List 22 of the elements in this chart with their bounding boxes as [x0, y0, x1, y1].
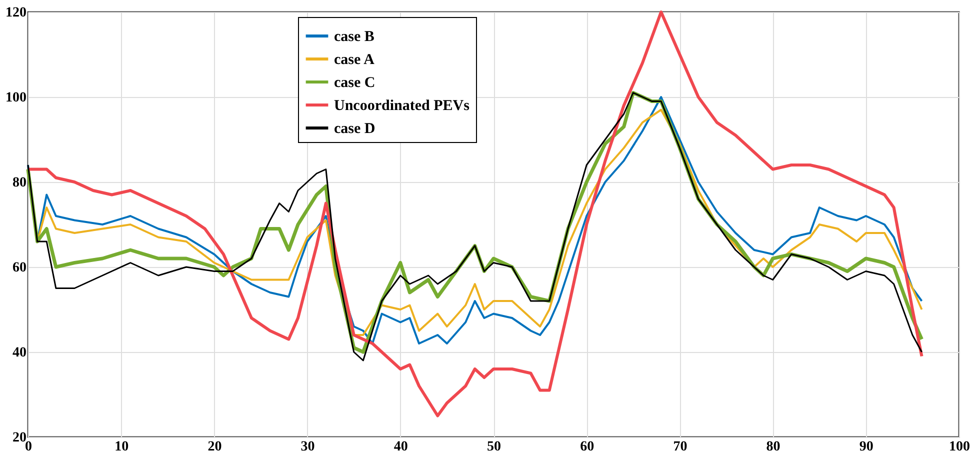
y-tick-label: 80 [12, 176, 26, 190]
line-series [26, 10, 924, 418]
x-tick-label: 100 [949, 440, 970, 454]
x-tick-label: 70 [673, 440, 688, 454]
legend-label: case C [334, 75, 376, 91]
x-tick-label: 10 [114, 440, 129, 454]
x-tick-label: 50 [487, 440, 501, 454]
x-tick-label: 30 [300, 440, 315, 454]
legend-label: case B [334, 29, 374, 45]
y-tick-label: 120 [6, 6, 26, 20]
x-tick-label: 80 [766, 440, 780, 454]
x-tick-label: 0 [25, 440, 32, 454]
y-tick-label: 60 [12, 260, 26, 276]
y-tick-label: 40 [12, 346, 26, 360]
x-tick-label: 40 [394, 440, 408, 454]
legend-label: case A [334, 52, 375, 68]
x-tick-label: 90 [859, 440, 874, 454]
y-tick-label: 100 [6, 90, 26, 106]
x-tick-label: 60 [580, 440, 594, 454]
legend-label: case D [334, 121, 376, 137]
x-tick-label: 20 [208, 440, 222, 454]
legend-label: Uncoordinated PEVs [334, 98, 470, 114]
